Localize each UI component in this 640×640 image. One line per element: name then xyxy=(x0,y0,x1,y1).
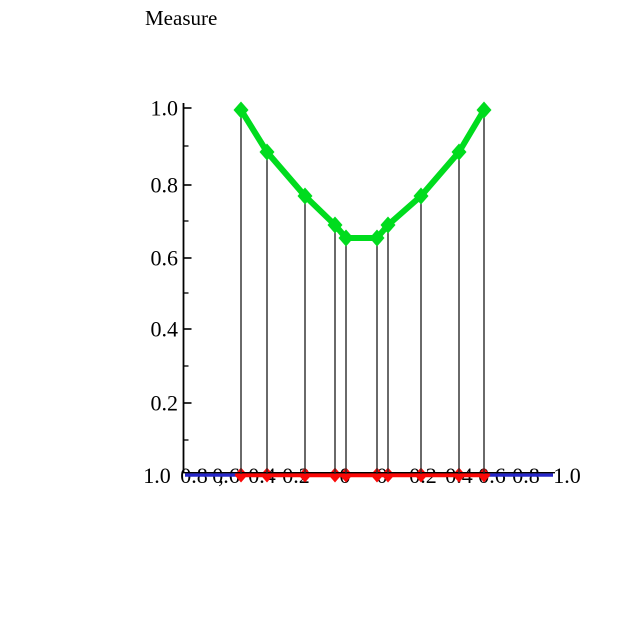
support-point-marker xyxy=(370,467,384,483)
support-point-marker xyxy=(381,467,395,483)
measure-point-marker xyxy=(327,216,343,234)
support-point-marker xyxy=(414,467,428,483)
y-tick-label: 0.2 xyxy=(151,391,179,416)
measure-point-marker xyxy=(259,143,275,161)
x-tick-label: 1.0 xyxy=(143,463,171,488)
support-point-marker xyxy=(328,467,342,483)
y-tick-label: 0.4 xyxy=(151,317,179,342)
measure-point-marker xyxy=(413,187,429,205)
support-point-marker xyxy=(477,467,491,483)
chart-title: Measure xyxy=(145,6,217,30)
support-point-marker xyxy=(298,467,312,483)
support-point-marker xyxy=(339,467,353,483)
y-tick-label: 0.8 xyxy=(151,173,179,198)
y-tick-label: 1.0 xyxy=(151,96,179,121)
y-tick-label: 0.6 xyxy=(151,246,179,271)
measure-point-marker xyxy=(369,229,385,247)
support-point-marker xyxy=(260,467,274,483)
measure-point-marker xyxy=(338,229,354,247)
measure-point-marker xyxy=(451,143,467,161)
x-tick-label: 1.0 xyxy=(553,463,581,488)
measure-point-marker xyxy=(297,187,313,205)
support-point-marker xyxy=(234,467,248,483)
measure-point-marker xyxy=(233,101,249,119)
measure-curve xyxy=(238,108,487,241)
measure-point-marker xyxy=(476,101,492,119)
support-point-marker xyxy=(452,467,466,483)
measure-point-marker xyxy=(380,216,396,234)
